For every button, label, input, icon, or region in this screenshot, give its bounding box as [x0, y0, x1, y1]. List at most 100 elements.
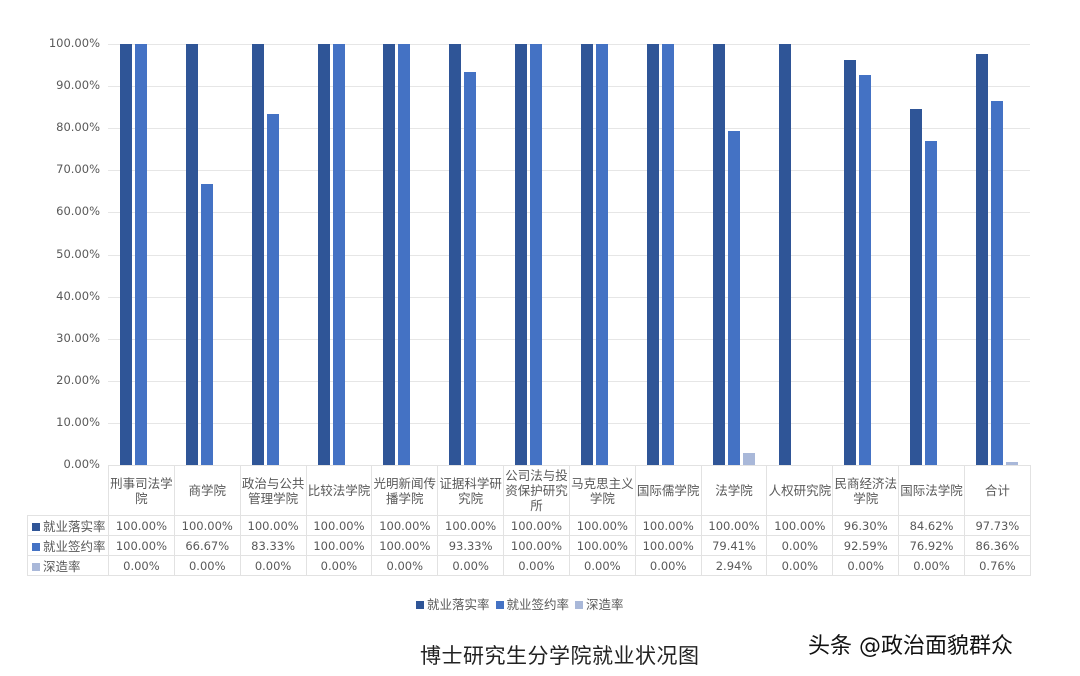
- table-cell: 92.59%: [832, 535, 900, 556]
- table-cell: 0.00%: [634, 555, 702, 576]
- category-label: 商学院: [173, 465, 241, 516]
- category-label: 国际法学院: [898, 465, 965, 516]
- table-cell: 100.00%: [766, 515, 834, 536]
- bar: [135, 44, 147, 465]
- bar: [742, 452, 755, 465]
- y-tick-label: 80.00%: [56, 120, 100, 135]
- legend-swatch-icon: [32, 543, 40, 551]
- chart-title: 博士研究生分学院就业状况图: [420, 644, 700, 668]
- table-cell: 96.30%: [832, 515, 900, 536]
- bar: [859, 75, 872, 465]
- table-cell: 97.73%: [963, 515, 1031, 536]
- table-cell: 100.00%: [371, 515, 439, 536]
- table-cell: 0.00%: [173, 555, 241, 576]
- table-cell: 100.00%: [305, 515, 373, 536]
- gridline: [108, 128, 1030, 129]
- table-cell: 66.67%: [173, 535, 241, 556]
- legend-swatch-icon: [32, 523, 40, 531]
- gridline: [108, 255, 1030, 256]
- bar: [596, 44, 608, 465]
- y-tick-label: 100.00%: [48, 36, 100, 50]
- table-cell: 100.00%: [568, 535, 636, 556]
- watermark: 头条 @政治面貌群众: [808, 634, 1013, 659]
- table-corner: [27, 465, 109, 516]
- category-label: 证据科学研 究院: [437, 465, 505, 516]
- legend-swatch-icon: [575, 601, 584, 609]
- category-label: 民商经济法 学院: [832, 465, 900, 516]
- bar: [778, 44, 791, 465]
- table-cell: 0.00%: [503, 555, 570, 576]
- y-tick-label: 40.00%: [56, 288, 100, 303]
- category-label: 合计: [963, 465, 1031, 516]
- bar: [844, 59, 857, 465]
- table-cell: 2.94%: [700, 555, 768, 576]
- bar: [464, 72, 477, 465]
- category-label: 马克思主义 学院: [568, 465, 636, 516]
- table-cell: 100.00%: [634, 515, 702, 536]
- y-tick-label: 50.00%: [56, 246, 100, 261]
- table-cell: 100.00%: [568, 515, 636, 536]
- category-label: 政治与公共 管理学院: [239, 465, 307, 516]
- bar: [266, 114, 279, 465]
- data-table: 刑事司法学院商学院 政治与公共 管理学院 比较法学院 光明新闻传 播学院 证据科学研 究院 公司…: [27, 465, 1031, 576]
- gridline: [108, 44, 1030, 45]
- series-label: 就业签约率: [27, 535, 109, 556]
- bar: [251, 44, 264, 465]
- gridline: [108, 86, 1030, 87]
- table-row: 就业落实率 100.00% 100.00% 100.00% 100.00% 100.00%…: [27, 515, 1031, 536]
- bar: [976, 53, 989, 465]
- bar: [712, 44, 725, 465]
- gridline: [108, 170, 1030, 171]
- table-cell: 0.76%: [963, 555, 1031, 576]
- table-cell: 83.33%: [239, 535, 307, 556]
- y-tick-label: 20.00%: [56, 372, 100, 387]
- y-tick-label: 30.00%: [56, 330, 100, 345]
- table-cell: 0.00%: [371, 555, 439, 576]
- table-cell: 93.33%: [437, 535, 505, 556]
- category-label: 刑事司法学院: [108, 465, 175, 516]
- table-row: 就业签约率 100.00% 66.67% 83.33% 100.00% 100.00% 93…: [27, 535, 1031, 556]
- bar: [515, 44, 528, 465]
- y-tick-label: 70.00%: [56, 162, 100, 177]
- table-cell: 100.00%: [437, 515, 505, 536]
- table-cell: 79.41%: [700, 535, 768, 556]
- category-label: 比较法学院: [305, 465, 373, 516]
- series-label: 就业落实率: [27, 515, 109, 536]
- table-cell: 100.00%: [634, 535, 702, 556]
- bar: [581, 44, 593, 465]
- table-cell: 100.00%: [108, 535, 175, 556]
- bar: [646, 44, 659, 465]
- table-cell: 100.00%: [305, 535, 373, 556]
- bar: [991, 101, 1004, 465]
- legend-item: 就业落实率: [416, 597, 490, 612]
- gridline: [108, 381, 1030, 382]
- bar: [530, 44, 543, 465]
- category-label: 国际儒学院: [634, 465, 702, 516]
- table-cell: 0.00%: [766, 535, 834, 556]
- table-cell: 84.62%: [898, 515, 965, 536]
- table-cell: 100.00%: [371, 535, 439, 556]
- bar: [185, 44, 198, 465]
- legend-swatch-icon: [495, 601, 504, 609]
- table-cell: 0.00%: [568, 555, 636, 576]
- table-cell: 0.00%: [766, 555, 834, 576]
- legend-item: 深造率: [575, 597, 624, 612]
- gridline: [108, 339, 1030, 340]
- legend-item: 就业签约率: [495, 597, 569, 612]
- bar: [398, 44, 411, 465]
- table-cell: 100.00%: [173, 515, 241, 536]
- table-cell: 100.00%: [239, 515, 307, 536]
- category-label: 人权研究院: [766, 465, 834, 516]
- table-cell: 100.00%: [108, 515, 175, 536]
- category-label: 公司法与投 资保护研究所: [503, 465, 570, 516]
- table-cell: 0.00%: [832, 555, 900, 576]
- table-cell: 100.00%: [700, 515, 768, 536]
- legend: 就业落实率 就业签约率 深造率: [416, 594, 630, 613]
- bar: [200, 184, 213, 465]
- bar: [910, 108, 923, 465]
- y-tick-label: 10.00%: [56, 414, 100, 429]
- series-label: 深造率: [27, 555, 109, 576]
- gridline: [108, 297, 1030, 298]
- bar: [383, 44, 396, 465]
